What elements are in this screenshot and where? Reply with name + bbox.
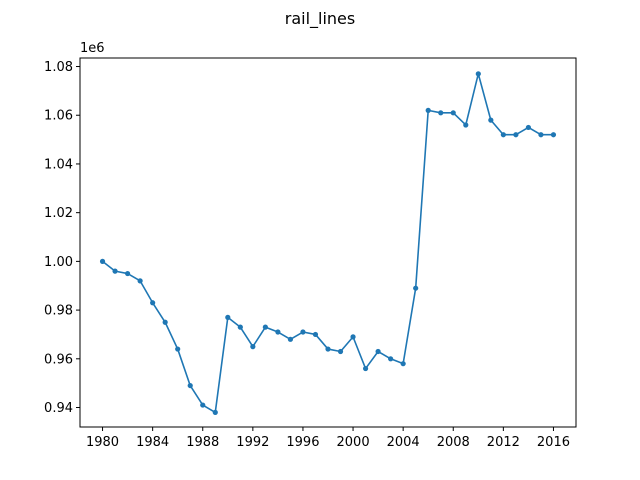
data-point	[112, 268, 118, 274]
data-point	[350, 334, 356, 340]
data-point	[225, 314, 231, 320]
data-point	[400, 361, 406, 367]
x-tick-label: 2000	[337, 435, 370, 450]
x-tick-label: 1984	[136, 435, 169, 450]
plot-series	[99, 71, 557, 415]
data-point	[162, 319, 168, 325]
data-point	[250, 344, 256, 350]
data-point	[137, 278, 143, 284]
data-point	[99, 258, 106, 264]
data-point	[475, 71, 481, 77]
data-point	[362, 365, 369, 372]
data-point	[488, 117, 494, 123]
data-point	[325, 346, 331, 352]
data-point	[525, 124, 532, 131]
data-point	[450, 110, 456, 116]
data-point	[312, 331, 319, 338]
y-tick-label: 1.00	[44, 255, 73, 270]
x-tick-label: 2008	[437, 435, 470, 450]
x-tick-label: 2012	[487, 435, 520, 450]
y-tick-label: 1.02	[44, 206, 73, 221]
data-point	[150, 300, 156, 306]
data-point	[463, 122, 469, 128]
data-point	[513, 132, 519, 138]
data-point	[538, 132, 544, 138]
data-point	[438, 110, 444, 116]
y-axis: 0.94 0.96 0.98 1.00 1.02 1.04 1.06 1.08	[44, 60, 80, 416]
x-tick-label: 1992	[236, 435, 269, 450]
data-point	[262, 324, 268, 330]
data-point	[425, 107, 431, 113]
y-tick-label: 0.94	[44, 401, 73, 416]
y-offset-label: 1e6	[80, 41, 105, 56]
x-tick-label: 2016	[537, 435, 570, 450]
y-tick-label: 1.04	[44, 157, 73, 172]
x-axis: 1980 1984 1988 1992 1996 2000 2004 2008 2012 2016	[86, 427, 570, 450]
data-point	[237, 324, 243, 330]
x-tick-label: 1988	[186, 435, 219, 450]
series-line	[102, 73, 554, 414]
data-point	[200, 402, 206, 408]
data-point	[287, 336, 294, 342]
data-point	[187, 382, 193, 389]
chart-title: rail_lines	[285, 9, 355, 29]
data-point	[300, 329, 306, 335]
x-tick-label: 2004	[387, 435, 420, 450]
y-tick-label: 1.06	[44, 109, 73, 124]
data-point	[212, 409, 218, 415]
data-point	[375, 348, 381, 355]
x-tick-label: 1996	[286, 435, 319, 450]
data-point	[550, 132, 557, 138]
y-tick-label: 0.98	[44, 304, 73, 319]
data-point	[175, 346, 181, 352]
data-point	[337, 348, 344, 355]
y-tick-label: 1.08	[44, 60, 73, 75]
plot-frame	[79, 57, 577, 428]
data-point	[388, 356, 394, 362]
y-tick-label: 0.96	[44, 352, 73, 367]
data-point	[124, 270, 131, 277]
data-point	[413, 285, 419, 291]
x-tick-label: 1980	[86, 435, 119, 450]
data-point	[500, 132, 506, 138]
data-point	[275, 329, 281, 335]
